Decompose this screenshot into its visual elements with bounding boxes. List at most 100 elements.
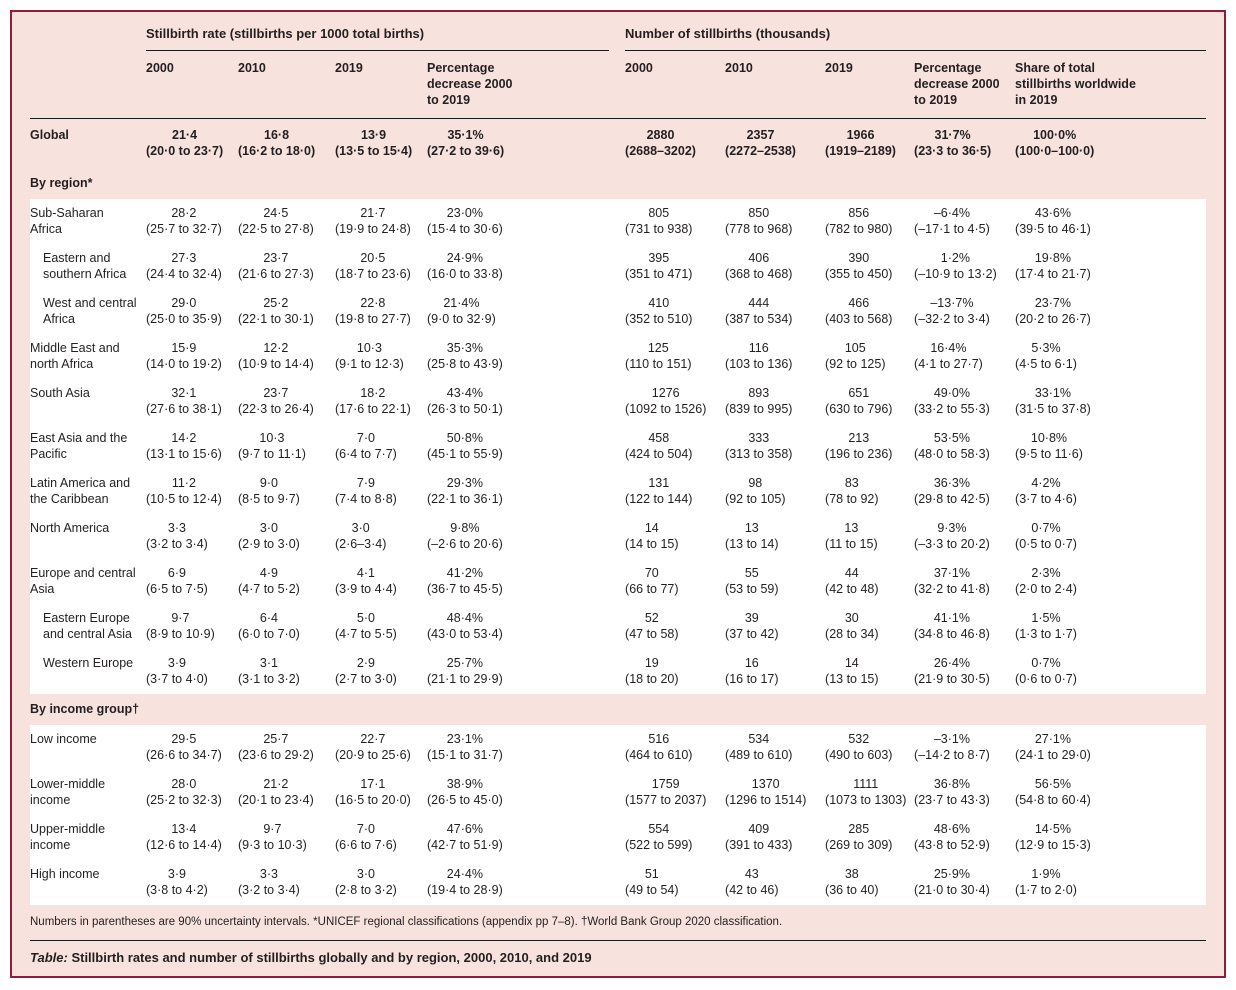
cell-value: 30 [844,610,859,625]
data-cell: 50·8% (45·1 to 55·9) [427,423,626,469]
cell-interval: (13 to 15) [825,671,879,686]
cell-interval: (0·6 to 0·7) [1015,671,1077,686]
data-cell: 28·2 (25·7 to 32·7) [146,198,238,244]
cell-value: 36·3% [933,475,970,490]
cell-interval: (25·8 to 43·9) [427,356,503,371]
data-cell: 6·9 (6·5 to 7·5) [146,558,238,604]
cell-value: 10·8% [1030,430,1068,445]
cell-interval: (22·1 to 36·1) [427,491,503,506]
cell-block: 9·8% (–2·6 to 20·6) [427,520,503,552]
cell-interval: (10·9 to 14·4) [238,356,314,371]
cell-interval: (1·7 to 2·0) [1015,882,1077,897]
data-cell: 24·9% (16·0 to 33·8) [427,243,626,289]
cell-interval: (2·7 to 3·0) [335,671,397,686]
cell-block: 3·3 (3·2 to 3·4) [238,866,300,898]
cell-block: 25·7% (21·1 to 29·9) [427,655,503,687]
cell-block: 12·2 (10·9 to 14·4) [238,340,314,372]
cell-value: 1370 [751,776,780,791]
cell-value: 43·6% [1034,205,1071,220]
data-cell: –6·4% (–17·1 to 4·5) [914,198,1016,244]
cell-block: 24·9% (16·0 to 33·8) [427,250,503,282]
data-cell: 49·0% (33·2 to 55·3) [914,378,1016,424]
cell-value: 9·8% [450,520,480,535]
data-cell: 3·3 (3·2 to 3·4) [238,859,335,905]
cell-value: 43 [744,866,759,881]
cell-block: 21·4 (20·0 to 23·7) [146,127,223,159]
cell-value: 22·7 [360,731,386,746]
cell-block: 333 (313 to 358) [725,430,792,462]
data-cell: 26·4% (21·9 to 30·5) [914,648,1016,694]
data-cell: 395 (351 to 471) [625,243,726,289]
cell-block: 9·0 (8·5 to 9·7) [238,475,300,507]
cell-block: 554 (522 to 599) [625,821,692,853]
cell-value: 23·7 [263,385,289,400]
cell-block: 444 (387 to 534) [725,295,792,327]
cell-value: 15·9 [171,340,197,355]
column-header: Share of total stillbirths worldwide in … [1015,50,1207,119]
cell-block: 27·1% (24·1 to 29·0) [1015,731,1091,763]
cell-value: 33·1% [1034,385,1071,400]
data-cell: 22·8 (19·8 to 27·7) [335,288,427,334]
data-cell: 1370 (1296 to 1514) [725,769,826,815]
row-label: Eastern and southern Africa [30,243,146,289]
cell-block: 3·3 (3·2 to 3·4) [146,520,208,552]
cell-value: 1·5% [1031,610,1061,625]
data-cell: –3·1% (–14·2 to 8·7) [914,724,1016,770]
cell-block: 2·3% (2·0 to 2·4) [1015,565,1077,597]
cell-value: 44 [844,565,859,580]
cell-interval: (4·5 to 6·1) [1015,356,1077,371]
cell-block: 29·5 (26·6 to 34·7) [146,731,222,763]
cell-interval: (522 to 599) [625,837,693,852]
data-cell: 21·4 (20·0 to 23·7) [146,118,238,168]
table-row: North America 3·3 (3·2 to 3·4) 3·0 (2·9 to 3… [30,513,1207,559]
cell-interval: (839 to 995) [725,401,793,416]
data-cell: 105 (92 to 125) [825,333,915,379]
cell-interval: (9·7 to 11·1) [238,446,306,461]
cell-block: 3·1 (3·1 to 3·2) [238,655,300,687]
cell-block: 1759 (1577 to 2037) [625,776,706,808]
cell-value: 25·2 [263,295,289,310]
cell-block: 25·7 (23·6 to 29·2) [238,731,314,763]
table-caption: Table: Stillbirth rates and number of st… [30,939,1206,973]
data-cell: 25·9% (21·0 to 30·4) [914,859,1016,905]
cell-value: 14 [844,655,859,670]
cell-block: –13·7% (–32·2 to 3·4) [914,295,990,327]
cell-interval: (2·0 to 2·4) [1015,581,1077,596]
cell-interval: (39·5 to 46·1) [1015,221,1091,236]
row-label: Eastern Europe and central Asia [30,603,146,649]
cell-block: 24·4% (19·4 to 28·9) [427,866,503,898]
cell-interval: (464 to 610) [625,747,693,762]
cell-value: 9·7 [263,821,282,836]
cell-value: 9·3% [937,520,967,535]
cell-value: 36·8% [933,776,970,791]
cell-value: 7·0 [356,430,375,445]
cell-value: 14·2 [171,430,197,445]
cell-value: 38·9% [446,776,483,791]
cell-block: 41·2% (36·7 to 45·5) [427,565,503,597]
data-cell: 28·0 (25·2 to 32·3) [146,769,238,815]
cell-value: 893 [748,385,770,400]
data-cell: 43·6% (39·5 to 46·1) [1015,198,1207,244]
cell-value: 2·3% [1031,565,1061,580]
cell-value: 7·9 [356,475,375,490]
data-cell: 409 (391 to 433) [725,814,826,860]
data-cell: 25·7 (23·6 to 29·2) [238,724,335,770]
cell-block: 1966 (1919–2189) [825,127,896,159]
cell-block: 52 (47 to 58) [625,610,679,642]
cell-value: 38 [844,866,859,881]
cell-value: 7·0 [356,821,375,836]
cell-block: 29·3% (22·1 to 36·1) [427,475,503,507]
cell-value: 29·0 [171,295,197,310]
cell-value: 116 [748,340,769,355]
cell-block: 14 (14 to 15) [625,520,679,552]
data-cell: 16·4% (4·1 to 27·7) [914,333,1016,379]
cell-block: 3·9 (3·8 to 4·2) [146,866,208,898]
data-cell: 3·1 (3·1 to 3·2) [238,648,335,694]
data-cell: 9·7 (9·3 to 10·3) [238,814,335,860]
caption-label: Table: [30,949,68,965]
data-cell: 38 (36 to 40) [825,859,915,905]
row-label: By income group† [30,701,140,716]
cell-interval: (26·3 to 50·1) [427,401,503,416]
data-cell: 4·9 (4·7 to 5·2) [238,558,335,604]
cell-value: 11·2 [171,475,196,490]
